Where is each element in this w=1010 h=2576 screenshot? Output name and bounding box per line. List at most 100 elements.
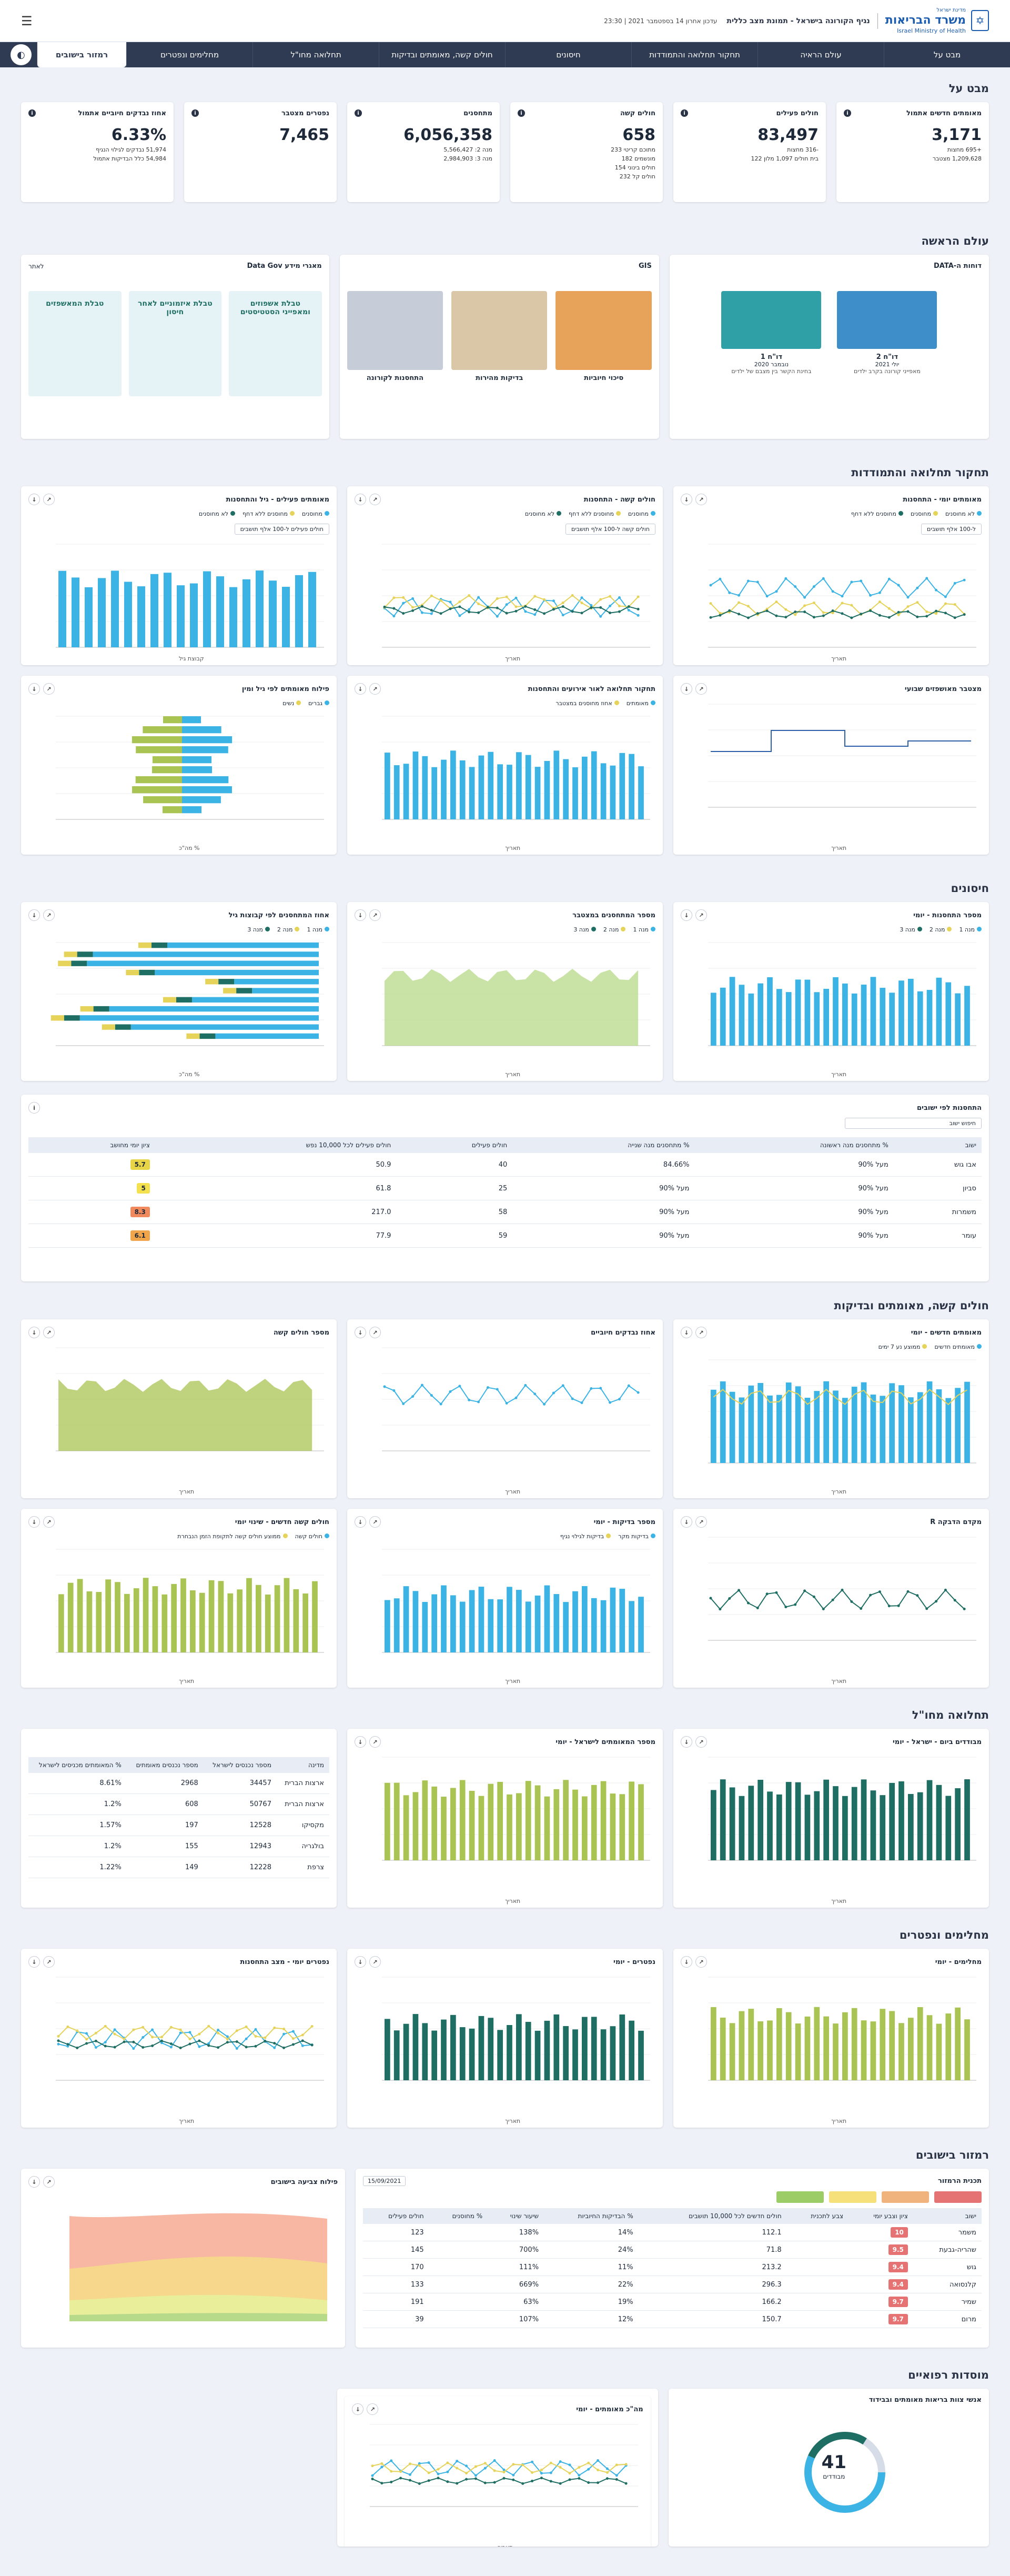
share-icon[interactable]: ↗: [369, 909, 381, 921]
legend-item[interactable]: מאומתים: [627, 700, 655, 707]
accessibility-icon[interactable]: ◐: [11, 44, 32, 65]
share-icon[interactable]: ↗: [695, 1327, 707, 1338]
column-header[interactable]: חולים פעילים: [396, 1137, 513, 1153]
ministry-logo[interactable]: ✡ מדינת ישראל משרד הבריאות Israel Minist…: [885, 7, 989, 35]
column-header[interactable]: % מתחסנים מנה ראשונה: [694, 1137, 894, 1153]
column-header[interactable]: מספר נכנסים מאומתים: [126, 1757, 204, 1773]
legend-item[interactable]: לא מחוסנים: [525, 510, 561, 517]
download-icon[interactable]: ↓: [355, 1516, 366, 1528]
legend-item[interactable]: מחוסנים ללא דחף: [851, 510, 903, 517]
legend-item[interactable]: חולים קשה: [295, 1533, 329, 1540]
share-icon[interactable]: ↗: [43, 494, 55, 505]
hamburger-menu-icon[interactable]: ☰: [21, 13, 33, 28]
range-dropdown[interactable]: ל-100 אלף תושבים: [921, 524, 982, 535]
download-icon[interactable]: ↓: [681, 1516, 692, 1528]
legend-item[interactable]: מנה 3: [247, 926, 270, 933]
share-icon[interactable]: ↗: [43, 909, 55, 921]
govdata-table-link[interactable]: טבלת איזמוניים לאחר חיסון: [128, 291, 222, 396]
date-selector[interactable]: 15/09/2021: [363, 2176, 406, 2186]
share-icon[interactable]: ↗: [43, 683, 55, 695]
table-row[interactable]: מרום 9.7 150.7 12% 107% 39: [363, 2310, 982, 2328]
download-icon[interactable]: ↓: [355, 1956, 366, 1968]
table-row[interactable]: שמיר 9.7 166.2 19% 63% 191: [363, 2293, 982, 2311]
column-header[interactable]: ציון יומי מחושב: [28, 1137, 155, 1153]
share-icon[interactable]: ↗: [369, 1516, 381, 1528]
legend-item[interactable]: לא מחוסנים: [945, 510, 982, 517]
table-row[interactable]: ארצות הברית 50767 608 1.2%: [28, 1793, 329, 1815]
legend-item[interactable]: מנה 1: [633, 926, 655, 933]
govdata-table-link[interactable]: טבלת אשפוזים ומאפייני הסטטיסטים: [229, 291, 322, 396]
nav-tab[interactable]: תחלואה מחו"ל: [252, 42, 379, 67]
column-header[interactable]: מדינה: [276, 1757, 329, 1773]
column-header[interactable]: צבע לתכנית: [786, 2208, 849, 2224]
legend-item[interactable]: בדיקות מקר: [618, 1533, 655, 1540]
share-icon[interactable]: ↗: [43, 1956, 55, 1968]
legend-item[interactable]: ממוצע חולים קשה לתקופת הזמן הנבחרת: [177, 1533, 288, 1540]
column-header[interactable]: ישוב: [913, 2208, 982, 2224]
table-row[interactable]: שהריה-גבעת 9.5 71.8 24% 700% 145: [363, 2241, 982, 2259]
table-row[interactable]: משמרות מעל 90% מעל 90% 58 217.0 8.3: [28, 1200, 982, 1224]
share-icon[interactable]: ↗: [695, 683, 707, 695]
nav-tab[interactable]: רמזור בישובים: [37, 42, 126, 67]
table-row[interactable]: סביון מעל 90% מעל 90% 25 61.8 5: [28, 1176, 982, 1200]
download-icon[interactable]: ↓: [681, 683, 692, 695]
column-header[interactable]: חולים פעילים: [363, 2208, 429, 2224]
download-icon[interactable]: ↓: [355, 683, 366, 695]
info-icon[interactable]: i: [844, 109, 851, 117]
nav-tab[interactable]: מחלימים ונפטרים: [126, 42, 252, 67]
download-icon[interactable]: ↓: [355, 1327, 366, 1338]
legend-item[interactable]: מנה 3: [900, 926, 922, 933]
table-row[interactable]: גוש 9.4 213.2 11% 111% 170: [363, 2258, 982, 2276]
govdata-table-link[interactable]: טבלת המאשפזים: [28, 291, 122, 396]
download-icon[interactable]: ↓: [28, 1956, 40, 1968]
share-icon[interactable]: ↗: [695, 1956, 707, 1968]
legend-item[interactable]: מנה 1: [307, 926, 329, 933]
table-row[interactable]: קלנסואה 9.4 296.3 22% 669% 133: [363, 2276, 982, 2293]
nav-tab[interactable]: חולים קשה, מאומתים ובדיקות: [379, 42, 505, 67]
legend-item[interactable]: מחוסנים ללא דחף: [569, 510, 621, 517]
table-row[interactable]: מקסיקו 12528 197 1.57%: [28, 1815, 329, 1836]
column-header[interactable]: חולים פעילים לכל 10,000 נפש: [155, 1137, 397, 1153]
download-icon[interactable]: ↓: [28, 2176, 40, 2188]
download-icon[interactable]: ↓: [681, 1736, 692, 1748]
city-search-input[interactable]: חיפוש ישוב: [845, 1118, 982, 1129]
share-icon[interactable]: ↗: [369, 494, 381, 505]
download-icon[interactable]: ↓: [28, 1327, 40, 1338]
share-icon[interactable]: ↗: [43, 2176, 55, 2188]
legend-item[interactable]: מחוסנים ללא דחף: [243, 510, 295, 517]
download-icon[interactable]: ↓: [355, 909, 366, 921]
column-header[interactable]: ישוב: [893, 1137, 982, 1153]
info-icon[interactable]: i: [518, 109, 525, 117]
nav-tab[interactable]: מבט על: [884, 42, 1010, 67]
download-icon[interactable]: ↓: [28, 1516, 40, 1528]
gis-map-card[interactable]: סיכוי חיוביות: [556, 291, 652, 382]
table-row[interactable]: עומר מעל 90% מעל 90% 59 77.9 6.1: [28, 1224, 982, 1248]
gis-map-card[interactable]: התחסנות לקורונה: [347, 291, 443, 382]
share-icon[interactable]: ↗: [695, 1516, 707, 1528]
range-dropdown[interactable]: חולים פעילים ל-100 אלף תושבים: [234, 524, 329, 535]
column-header[interactable]: % מחוסנים: [429, 2208, 488, 2224]
download-icon[interactable]: ↓: [681, 909, 692, 921]
nav-tab[interactable]: תחקור תחלואה והתמודדות: [631, 42, 758, 67]
share-icon[interactable]: ↗: [367, 2403, 379, 2415]
report-card[interactable]: דו"ח 1 נובמבר 2020 בחינת הקשר בין מצבם ש…: [721, 291, 822, 375]
nav-tab[interactable]: עולם הראיה: [758, 42, 884, 67]
column-header[interactable]: % מתחסנים מנה שנייה: [512, 1137, 695, 1153]
share-icon[interactable]: ↗: [43, 1516, 55, 1528]
info-icon[interactable]: i: [681, 109, 688, 117]
share-icon[interactable]: ↗: [695, 1736, 707, 1748]
legend-item[interactable]: מנה 2: [930, 926, 952, 933]
download-icon[interactable]: ↓: [352, 2403, 364, 2415]
table-row[interactable]: אבו גוש מעל 90% 84.66% 40 50.9 5.7: [28, 1153, 982, 1177]
table-row[interactable]: צרפת 12228 149 1.22%: [28, 1857, 329, 1878]
download-icon[interactable]: ↓: [28, 909, 40, 921]
legend-item[interactable]: מחוסנים: [911, 510, 938, 517]
share-icon[interactable]: ↗: [695, 909, 707, 921]
legend-item[interactable]: ממוצע נע 7 ימים: [878, 1344, 927, 1350]
gis-map-card[interactable]: בדיקות מהירות: [451, 291, 548, 382]
legend-item[interactable]: מנה 1: [959, 926, 982, 933]
table-row[interactable]: משמר 10 112.1 14% 138% 123: [363, 2224, 982, 2241]
share-icon[interactable]: ↗: [369, 1736, 381, 1748]
download-icon[interactable]: ↓: [355, 1736, 366, 1748]
column-header[interactable]: ציון וצבע יומי: [849, 2208, 913, 2224]
